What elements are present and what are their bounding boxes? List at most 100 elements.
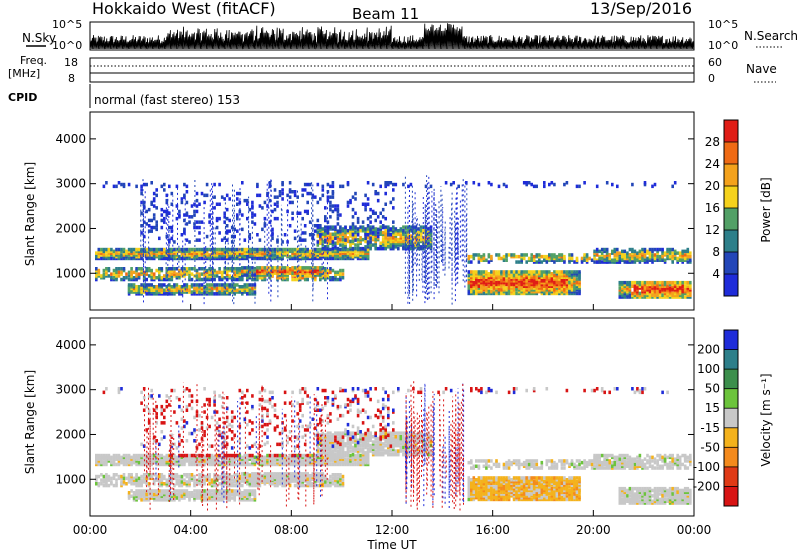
range-gate-cell: [158, 276, 161, 280]
range-gate-cell: [349, 440, 352, 444]
range-gate-cell: [228, 453, 231, 458]
range-gate-cell: [140, 270, 143, 275]
range-gate-cell: [671, 291, 674, 296]
range-gate-cell: [626, 260, 629, 264]
range-gate-cell: [681, 291, 684, 296]
range-gate-cell: [527, 286, 531, 290]
range-gate-cell: [414, 229, 418, 233]
range-gate-cell: [376, 191, 380, 196]
range-gate-cell: [389, 452, 393, 457]
range-gate-cell: [263, 462, 267, 467]
range-gate-cell: [673, 181, 677, 185]
range-gate-cell: [356, 230, 360, 235]
range-gate-cell: [228, 253, 231, 257]
range-gate-cell: [422, 239, 425, 244]
range-gate-cell: [120, 476, 123, 481]
range-gate-cell: [429, 243, 433, 247]
range-gate-cell: [120, 459, 123, 463]
range-gate-cell: [183, 453, 186, 458]
range-gate-cell: [339, 452, 342, 457]
range-gate-cell: [110, 249, 113, 254]
range-gate-cell: [142, 251, 146, 255]
range-gate-cell: [341, 229, 345, 233]
range-gate-cell: [288, 462, 292, 467]
range-gate-cell: [485, 279, 488, 283]
range-gate-cell: [538, 280, 541, 285]
range-gate-cell: [329, 184, 332, 189]
range-gate-cell: [271, 231, 274, 235]
range-gate-cell: [278, 462, 282, 467]
range-gate-cell: [228, 455, 231, 460]
range-gate-cell: [666, 256, 669, 261]
range-gate-cell: [147, 288, 151, 292]
range-gate-cell: [497, 286, 501, 290]
range-gate-cell: [331, 249, 335, 254]
range-gate-cell: [643, 260, 647, 264]
range-gate-cell: [256, 269, 259, 274]
range-gate-cell: [510, 279, 513, 283]
range-gate-cell: [678, 293, 682, 297]
range-gate-cell: [132, 251, 136, 255]
range-gate-cell: [623, 256, 627, 261]
range-gate-cell: [296, 251, 299, 255]
range-gate-cell: [364, 233, 367, 237]
range-gate-cell: [142, 272, 146, 276]
range-gate-cell: [190, 292, 194, 296]
range-gate-cell: [230, 453, 234, 458]
range-gate-cell: [321, 246, 325, 251]
range-gate-cell: [392, 431, 395, 435]
range-gate-cell: [336, 246, 340, 251]
range-gate-cell: [371, 236, 375, 240]
range-gate-cell: [208, 270, 211, 275]
range-gate-cell: [293, 267, 297, 272]
range-gate-cell: [497, 291, 501, 296]
range-gate-cell: [288, 249, 292, 254]
range-gate-cell: [135, 285, 138, 289]
range-gate-cell: [155, 224, 158, 228]
range-gate-cell: [215, 274, 219, 278]
range-gate-cell: [341, 268, 345, 273]
range-gate-cell: [168, 462, 171, 467]
range-gate-cell: [568, 286, 571, 290]
range-gate-cell: [127, 478, 131, 482]
range-gate-cell: [538, 282, 541, 287]
range-gate-cell: [366, 245, 370, 249]
range-gate-cell: [152, 274, 156, 278]
range-gate-cell: [137, 272, 141, 276]
range-gate-cell: [281, 455, 284, 460]
range-gate-cell: [319, 276, 322, 280]
range-gate-cell: [339, 268, 342, 273]
range-gate-cell: [397, 435, 400, 439]
range-gate-cell: [623, 258, 627, 262]
range-gate-cell: [298, 453, 302, 458]
range-gate-cell: [188, 480, 191, 484]
range-gate-cell: [198, 457, 201, 461]
range-gate-cell: [228, 267, 231, 271]
range-gate-cell: [281, 453, 284, 458]
range-gate-cell: [341, 451, 345, 455]
range-gate-cell: [215, 253, 219, 257]
range-gate-cell: [402, 445, 405, 450]
range-gate-cell: [427, 237, 430, 242]
range-gate-cell: [600, 247, 604, 252]
range-gate-cell: [286, 455, 289, 460]
range-gate-cell: [107, 459, 111, 463]
range-gate-cell: [195, 288, 199, 292]
range-gate-cell: [158, 249, 161, 254]
range-gate-cell: [210, 283, 214, 287]
range-gate-cell: [653, 295, 657, 299]
range-gate-cell: [419, 447, 423, 451]
range-gate-cell: [223, 236, 226, 241]
range-gate-cell: [283, 276, 287, 280]
range-gate-cell: [381, 225, 385, 230]
range-gate-cell: [246, 247, 249, 252]
range-gate-cell: [306, 256, 309, 261]
range-gate-cell: [223, 253, 226, 257]
range-gate-cell: [419, 246, 423, 251]
range-gate-cell: [276, 256, 279, 261]
range-gate-cell: [158, 478, 161, 482]
range-gate-cell: [190, 462, 194, 467]
range-gate-cell: [354, 462, 357, 467]
range-gate-cell: [500, 288, 503, 292]
range-gate-cell: [336, 459, 340, 463]
